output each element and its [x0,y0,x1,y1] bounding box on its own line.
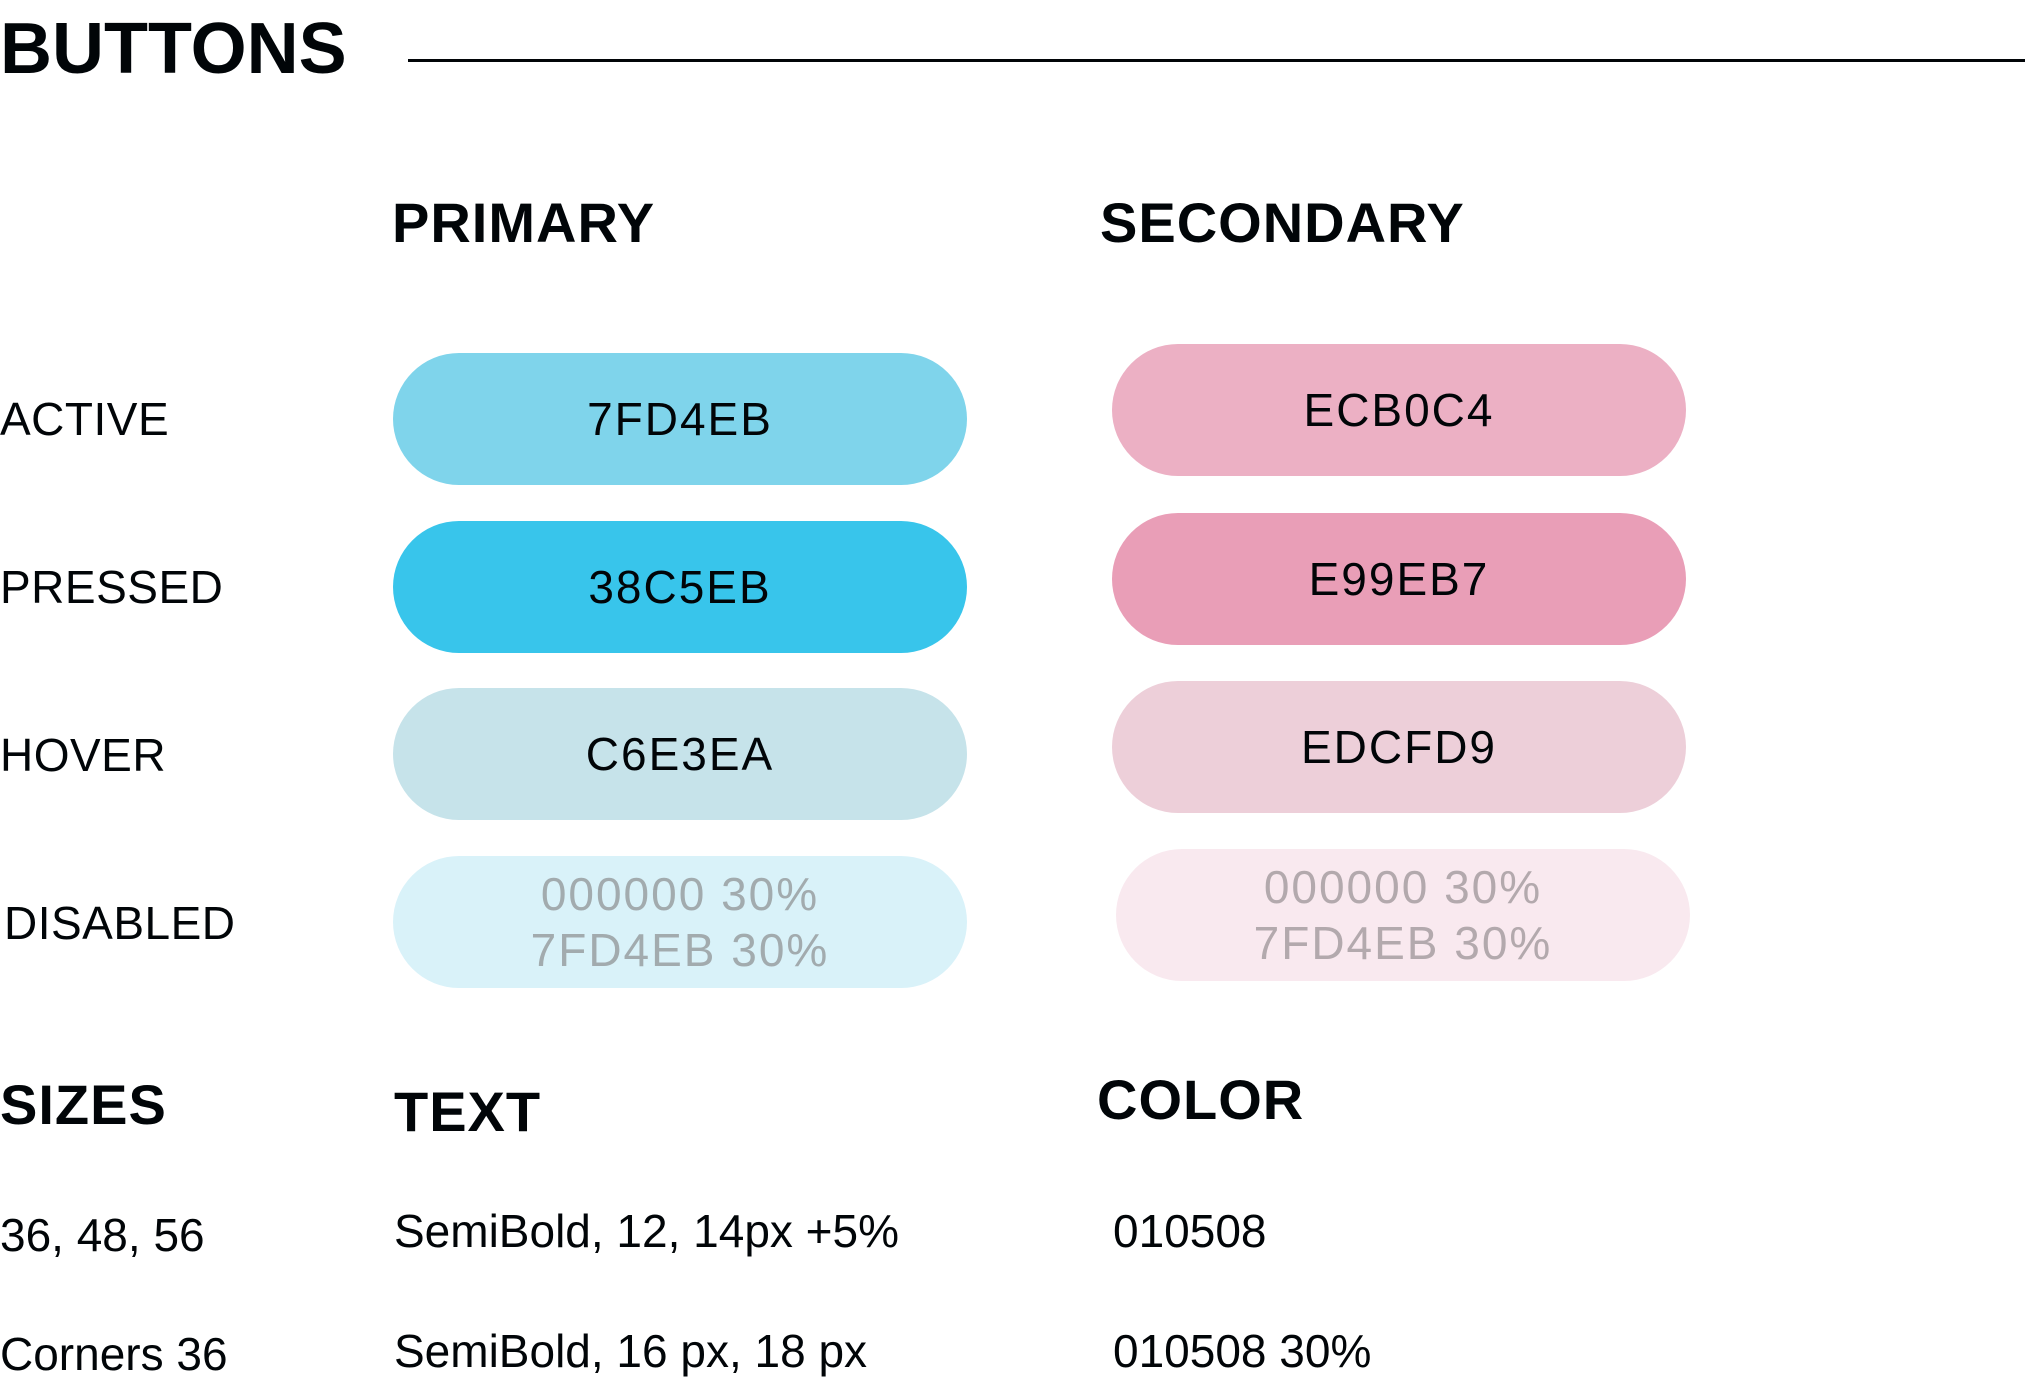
secondary-hover-button[interactable]: EDCFD9 [1112,681,1686,813]
secondary-disabled-button: 000000 30% 7FD4EB 30% [1116,849,1690,981]
text-heading: TEXT [394,1080,542,1143]
primary-hover-button[interactable]: C6E3EA [393,688,967,820]
secondary-column-heading: SECONDARY [1100,191,1465,254]
state-label-pressed: PRESSED [0,561,224,613]
button-label: 38C5EB [588,561,772,613]
state-label-active: ACTIVE [0,393,170,445]
button-label-line2: 7FD4EB 30% [530,924,830,976]
text-spec-small: SemiBold, 12, 14px +5% [394,1205,900,1257]
secondary-active-button[interactable]: ECB0C4 [1112,344,1686,476]
state-label-hover: HOVER [0,729,167,781]
button-label: ECB0C4 [1303,384,1495,436]
button-label: E99EB7 [1308,553,1490,605]
page-title: BUTTONS [0,9,347,89]
primary-column-heading: PRIMARY [392,191,656,254]
button-label-line2: 7FD4EB 30% [1253,917,1553,969]
sizes-values: 36, 48, 56 [0,1209,205,1261]
primary-pressed-button[interactable]: 38C5EB [393,521,967,653]
button-label-line1: 000000 30% [1263,861,1543,913]
button-label: 7FD4EB [587,393,773,445]
color-heading: COLOR [1097,1068,1305,1131]
button-label-line1: 000000 30% [540,868,820,920]
title-divider [408,59,2025,62]
sizes-heading: SIZES [0,1073,167,1136]
primary-active-button[interactable]: 7FD4EB [393,353,967,485]
button-label: EDCFD9 [1300,721,1498,773]
state-label-disabled: DISABLED [4,897,236,949]
text-spec-large: SemiBold, 16 px, 18 px [394,1325,868,1377]
button-label: C6E3EA [585,728,775,780]
text-color-value: 010508 [1113,1205,1267,1257]
secondary-pressed-button[interactable]: E99EB7 [1112,513,1686,645]
primary-disabled-button: 000000 30% 7FD4EB 30% [393,856,967,988]
text-color-disabled-value: 010508 30% [1113,1325,1372,1377]
corners-value: Corners 36 [0,1328,228,1380]
